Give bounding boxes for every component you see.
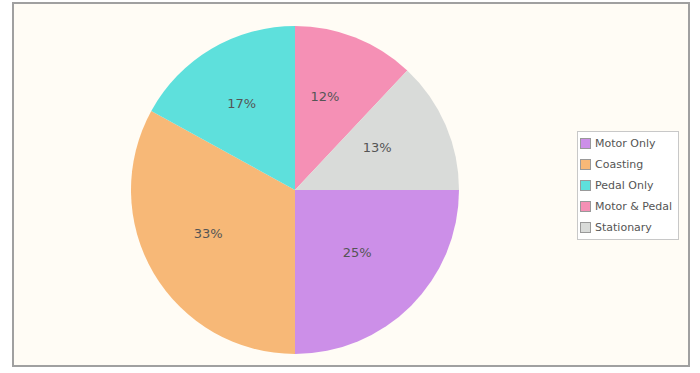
svg-text:12%: 12%	[311, 89, 340, 104]
svg-text:25%: 25%	[343, 245, 372, 260]
html-text:Pedal Only: Pedal Only	[595, 179, 654, 192]
svg-text:13%: 13%	[363, 140, 392, 155]
html-text:Motor & Pedal: Motor & Pedal	[595, 200, 673, 213]
html-text:Coasting: Coasting	[595, 158, 644, 171]
html-text:Motor Only: Motor Only	[595, 137, 656, 150]
svg-text:17%: 17%	[227, 96, 256, 111]
svg-text:33%: 33%	[194, 226, 223, 241]
html-text:Stationary: Stationary	[595, 221, 652, 234]
